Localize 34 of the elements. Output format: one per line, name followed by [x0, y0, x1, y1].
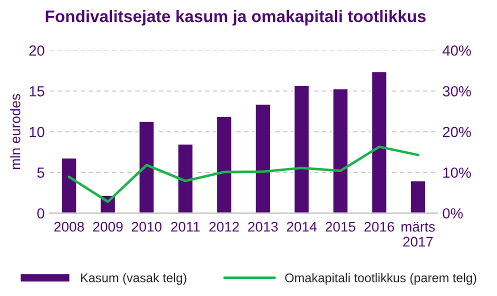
bar	[332, 88, 349, 214]
bar	[410, 180, 426, 214]
y2-tick-label: 40%	[442, 45, 471, 56]
y2-tick-label: 0%	[442, 208, 463, 219]
legend-label: Kasum (vasak telg)	[81, 273, 186, 285]
y2-tick-label: 30%	[442, 86, 471, 96]
x-tick-label: 2008	[54, 222, 84, 232]
bar	[60, 157, 78, 214]
y-tick-label: 0	[37, 208, 44, 219]
chart-title: Fondivalitsejate kasum ja omakapitali tootlikkus	[46, 10, 426, 26]
x-tick-label: 2014	[286, 222, 317, 232]
bar	[293, 84, 310, 214]
x-tick-label: 2013	[248, 222, 278, 232]
y2-tick-label: 20%	[442, 126, 471, 138]
x-tick-label: 2012	[209, 222, 239, 232]
y-tick-label: 10	[30, 126, 44, 138]
y-tick-label: 5	[37, 168, 44, 178]
x-tick-label: 2016	[364, 222, 394, 232]
bar	[176, 143, 194, 214]
bar	[254, 103, 272, 214]
x-tick-label: 2011	[171, 222, 200, 232]
x-tick-label: 2010	[132, 222, 162, 232]
x-tick-label: 2009	[93, 222, 123, 232]
bar	[216, 116, 233, 214]
y-tick-label: 20	[29, 45, 44, 56]
bar	[138, 120, 156, 214]
y-axis-title: mln eurodes	[10, 94, 20, 170]
y-tick-label: 15	[30, 86, 44, 96]
line-series	[68, 146, 420, 203]
x-tick-label: 2015	[326, 222, 356, 232]
y2-tick-label: 10%	[443, 168, 471, 178]
bar	[370, 70, 388, 214]
x-tick-label: märts 2017	[402, 222, 435, 247]
legend-label: Omakapitali tootlikkus (parem telg)	[285, 273, 476, 285]
